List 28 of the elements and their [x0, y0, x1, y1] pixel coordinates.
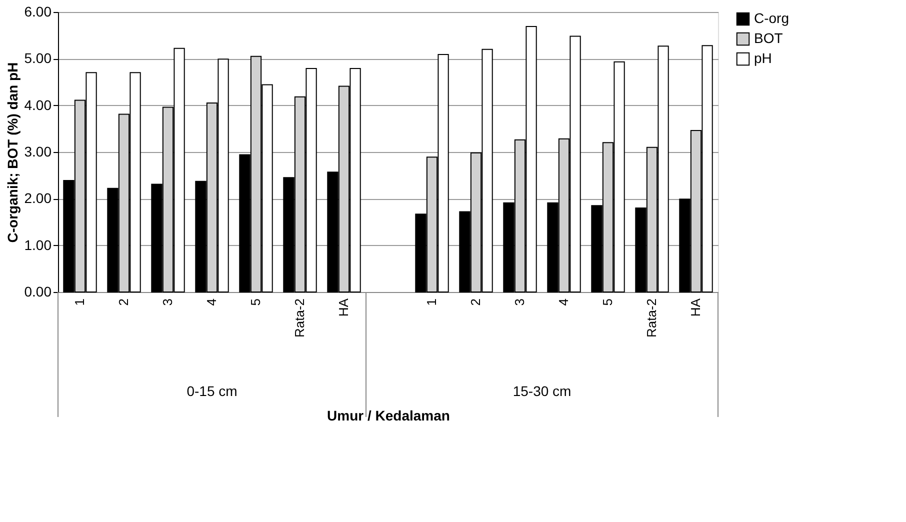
x-tick-label: 1 — [424, 298, 439, 306]
y-axis-title: C-organik; BOT (%) dan pH — [4, 62, 20, 243]
x-tick-label: HA — [336, 298, 351, 317]
y-tick-label: 0.00 — [24, 284, 52, 300]
x-tick-label: 2 — [116, 298, 131, 306]
y-tick-label: 1.00 — [24, 236, 52, 253]
x-tick-label: Rata-2 — [292, 298, 307, 338]
text: 15-30 cm — [512, 383, 572, 399]
x-tick-label: 4 — [556, 298, 571, 306]
x-tick-label: Rata-2 — [644, 298, 659, 338]
x-tick-label: 3 — [512, 298, 527, 306]
y-tick-label: 6.00 — [24, 4, 52, 20]
x-tick-label: 4 — [204, 298, 219, 306]
x-tick-label: 3 — [160, 298, 175, 306]
x-tick-label: 5 — [600, 298, 615, 306]
legend-label: C-org — [754, 10, 790, 26]
y-tick-label: 5.00 — [24, 50, 52, 66]
x-tick-label: 5 — [248, 298, 263, 306]
legend-label: BOT — [754, 30, 784, 46]
x-tick-label: 1 — [72, 298, 87, 306]
y-tick-label: 2.00 — [24, 190, 52, 206]
y-tick-label: 3.00 — [24, 144, 52, 160]
legend-label: pH — [754, 50, 772, 66]
x-axis-title: Umur / Kedalaman — [327, 408, 450, 424]
x-tick-label: HA — [688, 298, 703, 317]
y-tick-label: 4.00 — [24, 96, 52, 113]
text: 0-15 cm — [186, 383, 238, 399]
x-tick-label: 2 — [468, 298, 483, 306]
